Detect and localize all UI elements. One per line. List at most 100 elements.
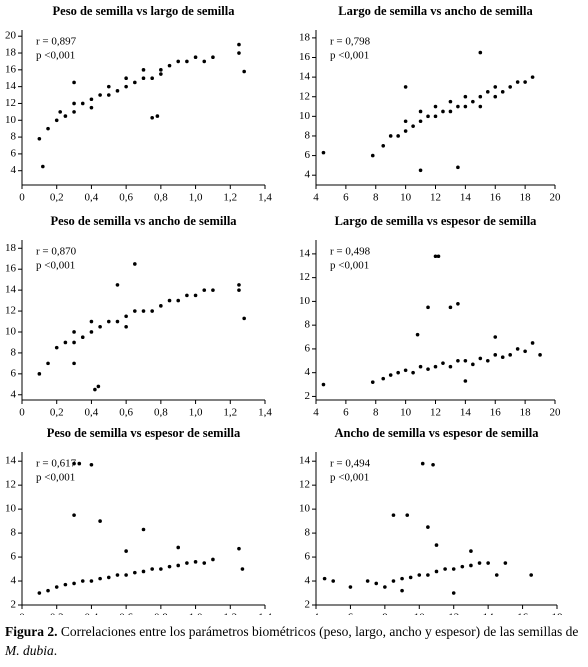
- x-tick-label: 4: [313, 192, 319, 204]
- point: [193, 293, 198, 298]
- point: [237, 288, 241, 292]
- point: [58, 110, 62, 114]
- x-tick-label: 0: [19, 407, 25, 419]
- y-tick-label: 12: [299, 90, 310, 102]
- point: [478, 50, 483, 55]
- y-tick-label: 14: [5, 80, 17, 92]
- y-tick-label: 6: [305, 342, 311, 354]
- point: [321, 150, 326, 155]
- charts: Peso de semilla vs largo de semilla 4 6 8 10…: [5, 4, 564, 615]
- point: [159, 567, 163, 571]
- point: [441, 361, 445, 365]
- point: [237, 283, 241, 287]
- x-tick-label: 0,2: [50, 407, 64, 419]
- point: [508, 353, 512, 357]
- x-tick-label: 1,2: [223, 612, 237, 615]
- y-tick-label: 4: [305, 169, 311, 181]
- point: [155, 114, 160, 118]
- y-tick-label: 10: [5, 114, 17, 126]
- point: [493, 85, 498, 89]
- point: [46, 588, 50, 593]
- y-tick-label: 4: [305, 366, 311, 378]
- caption-species: M. dubia: [5, 643, 54, 658]
- point: [515, 80, 520, 84]
- point: [89, 579, 94, 583]
- point: [418, 109, 423, 114]
- point: [322, 576, 327, 581]
- y-tick-label: 2: [305, 390, 311, 402]
- y-tick-label: 8: [11, 527, 17, 539]
- y-tick-label: 18: [5, 47, 17, 59]
- y-tick-label: 8: [305, 319, 311, 331]
- point: [451, 567, 456, 571]
- y-tick-label: 10: [5, 326, 17, 338]
- point: [63, 582, 68, 587]
- point: [80, 335, 85, 340]
- caption-end: .: [53, 643, 58, 658]
- chart-title: Peso de semilla vs espesor de semilla: [47, 426, 241, 440]
- point: [400, 576, 404, 581]
- point: [523, 80, 527, 84]
- y-tick-label: 6: [305, 149, 311, 161]
- x-tick-label: 18: [552, 612, 564, 615]
- point: [523, 349, 527, 354]
- x-tick-label: 12: [430, 192, 441, 204]
- point: [185, 293, 189, 298]
- point: [403, 119, 408, 124]
- x-tick-label: 18: [520, 192, 532, 204]
- point: [89, 105, 94, 110]
- point: [72, 340, 76, 345]
- point: [211, 55, 215, 60]
- point: [436, 254, 441, 259]
- point: [46, 361, 50, 366]
- point: [391, 513, 396, 517]
- point: [237, 546, 241, 551]
- annotation: p <0,001: [330, 260, 369, 272]
- point: [403, 368, 408, 373]
- caption: Figura 2. Correlaciones entre los paráme…: [5, 622, 583, 660]
- x-tick-label: 6: [343, 192, 349, 204]
- point: [478, 94, 483, 99]
- x-tick-label: 0,8: [154, 612, 168, 615]
- point: [124, 84, 128, 89]
- point: [185, 59, 189, 64]
- x-tick-label: 10: [400, 192, 412, 204]
- point: [500, 90, 505, 94]
- point: [460, 564, 465, 569]
- point: [159, 72, 163, 76]
- point: [63, 114, 68, 118]
- point: [403, 85, 408, 89]
- point: [89, 462, 94, 467]
- point: [133, 80, 137, 85]
- point: [456, 358, 460, 363]
- point: [477, 561, 482, 565]
- point: [98, 324, 102, 329]
- point: [431, 462, 435, 467]
- x-tick-label: 8: [373, 192, 379, 204]
- point: [98, 576, 102, 581]
- point: [141, 68, 146, 72]
- point: [503, 561, 508, 565]
- y-tick-label: 6: [11, 147, 17, 159]
- y-tick-label: 6: [11, 551, 17, 563]
- x-tick-label: 14: [483, 612, 495, 615]
- x-tick-label: 6: [348, 612, 354, 615]
- point: [463, 358, 468, 363]
- x-tick-label: 16: [517, 612, 529, 615]
- y-tick-label: 16: [299, 51, 311, 63]
- x-tick-label: 0,2: [50, 192, 64, 204]
- point: [463, 104, 468, 109]
- x-tick-label: 0,6: [119, 192, 133, 204]
- point: [433, 254, 438, 259]
- annotation: p <0,001: [330, 472, 369, 484]
- point: [463, 379, 468, 383]
- y-tick-label: 14: [299, 71, 311, 83]
- point: [141, 76, 146, 81]
- point: [167, 564, 172, 569]
- x-tick-label: 0: [19, 612, 25, 615]
- chart-title: Peso de semilla vs ancho de semilla: [50, 214, 237, 228]
- point: [72, 513, 76, 517]
- point: [451, 591, 456, 595]
- x-tick-label: 1,4: [258, 612, 272, 615]
- point: [237, 51, 241, 55]
